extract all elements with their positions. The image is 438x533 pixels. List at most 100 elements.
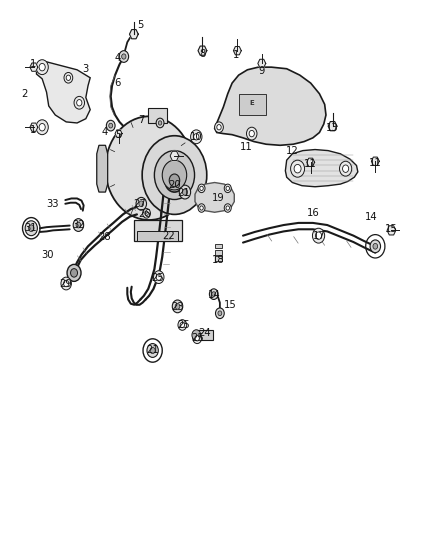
Circle shape xyxy=(66,75,71,80)
Circle shape xyxy=(247,127,257,140)
Text: 11: 11 xyxy=(304,159,317,169)
Circle shape xyxy=(212,292,216,296)
Text: 3: 3 xyxy=(83,64,89,74)
Circle shape xyxy=(169,174,180,187)
Text: 25: 25 xyxy=(177,320,190,330)
Text: 30: 30 xyxy=(42,250,54,260)
Circle shape xyxy=(217,125,221,130)
Polygon shape xyxy=(198,46,207,55)
Text: 13: 13 xyxy=(326,123,339,133)
Circle shape xyxy=(77,100,82,106)
Circle shape xyxy=(191,130,202,144)
Circle shape xyxy=(28,225,34,231)
Text: 1: 1 xyxy=(30,125,37,135)
Ellipse shape xyxy=(106,116,193,220)
Circle shape xyxy=(119,51,129,62)
Text: 5: 5 xyxy=(115,130,122,140)
Ellipse shape xyxy=(142,136,207,214)
Circle shape xyxy=(64,280,69,287)
Circle shape xyxy=(165,168,184,192)
Bar xyxy=(148,108,167,123)
Text: 16: 16 xyxy=(307,208,319,219)
Text: 5: 5 xyxy=(137,20,144,30)
Circle shape xyxy=(215,122,223,133)
Text: 23: 23 xyxy=(171,302,184,312)
Polygon shape xyxy=(371,157,379,165)
Circle shape xyxy=(290,160,304,177)
Text: 32: 32 xyxy=(72,220,85,230)
Text: 17: 17 xyxy=(313,231,326,241)
Text: E: E xyxy=(250,100,254,106)
Circle shape xyxy=(71,269,78,277)
Circle shape xyxy=(178,320,187,330)
Text: 21: 21 xyxy=(146,345,159,356)
Circle shape xyxy=(136,197,147,210)
Circle shape xyxy=(147,344,158,358)
Circle shape xyxy=(249,131,254,137)
Circle shape xyxy=(215,308,224,319)
Bar xyxy=(215,256,223,261)
Text: 4: 4 xyxy=(115,53,121,62)
Text: 33: 33 xyxy=(46,199,58,209)
Polygon shape xyxy=(328,122,337,131)
Circle shape xyxy=(193,333,201,344)
Circle shape xyxy=(312,228,325,243)
Text: 21: 21 xyxy=(177,188,190,198)
Polygon shape xyxy=(130,30,138,39)
Text: 2: 2 xyxy=(21,88,28,99)
Circle shape xyxy=(109,123,113,128)
Circle shape xyxy=(36,120,48,135)
Circle shape xyxy=(158,121,162,125)
Text: 6: 6 xyxy=(114,78,121,88)
Circle shape xyxy=(179,185,191,199)
Bar xyxy=(215,250,223,255)
Circle shape xyxy=(156,274,161,280)
Polygon shape xyxy=(387,226,396,235)
Text: 18: 18 xyxy=(212,255,224,265)
Circle shape xyxy=(143,208,150,218)
Bar xyxy=(239,94,266,115)
Circle shape xyxy=(76,222,81,228)
Circle shape xyxy=(64,72,73,83)
Text: 20: 20 xyxy=(168,180,181,190)
Text: 25: 25 xyxy=(152,273,164,283)
Circle shape xyxy=(39,124,45,131)
Circle shape xyxy=(175,303,180,309)
Text: 25: 25 xyxy=(192,333,205,343)
Text: 1: 1 xyxy=(30,60,37,69)
Text: 12: 12 xyxy=(286,146,299,156)
Circle shape xyxy=(25,221,37,236)
Text: 14: 14 xyxy=(364,212,377,222)
Circle shape xyxy=(67,264,81,281)
Text: 11: 11 xyxy=(240,142,252,152)
Circle shape xyxy=(224,184,231,192)
Circle shape xyxy=(218,311,222,316)
Text: 29: 29 xyxy=(59,279,72,288)
Bar xyxy=(195,330,213,340)
Polygon shape xyxy=(30,123,38,131)
Bar xyxy=(134,220,182,241)
Text: 7: 7 xyxy=(138,115,145,125)
Circle shape xyxy=(195,336,199,341)
Polygon shape xyxy=(30,63,38,71)
Polygon shape xyxy=(307,158,314,166)
Text: 31: 31 xyxy=(24,223,37,233)
Polygon shape xyxy=(233,46,241,55)
Text: 28: 28 xyxy=(98,232,111,243)
Circle shape xyxy=(294,165,301,173)
Text: 14: 14 xyxy=(208,289,220,300)
Circle shape xyxy=(198,184,205,192)
Polygon shape xyxy=(115,130,122,138)
Circle shape xyxy=(153,271,164,284)
Ellipse shape xyxy=(154,151,194,199)
Circle shape xyxy=(180,322,184,328)
Circle shape xyxy=(172,300,183,313)
Bar xyxy=(215,244,223,248)
Circle shape xyxy=(156,118,164,128)
Circle shape xyxy=(200,186,203,190)
Polygon shape xyxy=(195,182,234,212)
Circle shape xyxy=(194,134,199,140)
Circle shape xyxy=(39,63,45,71)
Polygon shape xyxy=(36,62,90,123)
Text: 8: 8 xyxy=(199,49,205,59)
